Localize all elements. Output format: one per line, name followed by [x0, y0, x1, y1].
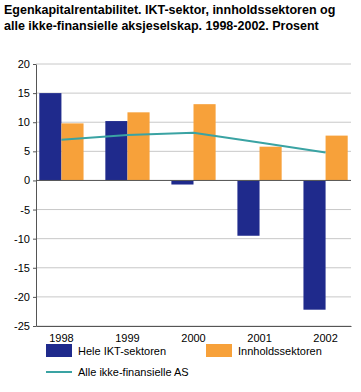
- grid-line: [36, 93, 351, 94]
- tick-mark: [33, 93, 36, 94]
- tick-mark: [33, 268, 36, 269]
- tick-mark: [33, 297, 36, 298]
- legend-label: Innholdssektoren: [238, 345, 322, 357]
- tick-label: 1998: [49, 332, 73, 344]
- tick-label: 20: [18, 58, 30, 70]
- bar: [303, 180, 325, 309]
- tick-label: 10: [18, 116, 30, 128]
- tick: -20: [14, 291, 36, 303]
- tick: 5: [24, 145, 36, 157]
- tick: -10: [14, 233, 36, 245]
- legend-item: Innholdssektoren: [206, 344, 322, 357]
- bar: [39, 93, 61, 180]
- tick-mark: [33, 239, 36, 240]
- tick-mark: [33, 151, 36, 152]
- tick: 2002: [313, 326, 337, 344]
- y-axis: -25 -20 -15 -10 -5 0 5 10 15 20: [14, 58, 36, 332]
- tick-mark: [33, 64, 36, 65]
- bar: [105, 121, 127, 180]
- legend-item: Alle ikke-finansielle AS: [46, 366, 189, 378]
- legend: Hele IKT-sektoren Innholdssektoren Alle ik…: [46, 344, 322, 378]
- zero-line: [36, 180, 351, 181]
- tick: 0: [24, 174, 36, 186]
- tick-label: 1999: [115, 332, 139, 344]
- grid-line: [36, 180, 351, 181]
- tick-mark: [33, 122, 36, 123]
- grid-line: [36, 64, 351, 65]
- line: [61, 133, 325, 153]
- legend-swatch: [46, 344, 72, 357]
- axis-line: [36, 65, 37, 327]
- tick-label: 2002: [313, 332, 337, 344]
- legend-swatch: [46, 371, 72, 373]
- tick: 1998: [49, 326, 73, 344]
- tick-mark: [33, 210, 36, 211]
- bar: [237, 180, 259, 235]
- chart: Egenkapitalrentabilitet. IKT-sektor, inn…: [0, 0, 361, 392]
- grid: [36, 64, 351, 326]
- axis-line: [37, 326, 352, 327]
- legend-label: Alle ikke-finansielle AS: [78, 366, 189, 378]
- bar-series: [61, 104, 347, 180]
- tick-label: 5: [24, 145, 30, 157]
- grid-line: [36, 326, 351, 327]
- tick: 15: [18, 87, 36, 99]
- tick: 2001: [247, 326, 271, 344]
- tick: 2000: [181, 326, 205, 344]
- tick-mark: [33, 180, 36, 181]
- tick-label: -10: [14, 233, 30, 245]
- tick: 10: [18, 116, 36, 128]
- tick-label: -5: [20, 204, 30, 216]
- legend-item: Hele IKT-sektoren: [46, 344, 166, 357]
- bar: [171, 180, 193, 184]
- bar-series: [39, 93, 325, 310]
- tick-label: -25: [14, 320, 30, 332]
- tick-label: 2001: [247, 332, 271, 344]
- bar: [260, 147, 282, 181]
- bar: [61, 123, 83, 180]
- bar: [127, 112, 149, 180]
- bar: [194, 104, 216, 180]
- tick-label: 15: [18, 87, 30, 99]
- tick: -15: [14, 262, 36, 274]
- tick-mark: [33, 326, 36, 327]
- x-axis: 1998 1999 2000 2001 2002: [37, 326, 352, 344]
- tick-label: -20: [14, 291, 30, 303]
- tick: -25: [14, 320, 36, 332]
- tick: 1999: [115, 326, 139, 344]
- plot-area: [39, 93, 347, 310]
- tick-label: 2000: [181, 332, 205, 344]
- title: Egenkapitalrentabilitet. IKT-sektor, inn…: [4, 3, 339, 33]
- tick: 20: [18, 58, 36, 70]
- tick: -5: [20, 204, 36, 216]
- legend-swatch: [206, 344, 232, 357]
- tick-label: -15: [14, 262, 30, 274]
- legend-label: Hele IKT-sektoren: [78, 345, 166, 357]
- tick-label: 0: [24, 174, 30, 186]
- bar: [326, 136, 348, 181]
